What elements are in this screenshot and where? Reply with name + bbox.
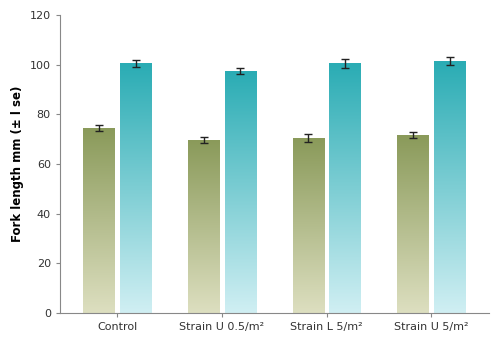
Y-axis label: Fork length mm (± l se): Fork length mm (± l se) — [11, 86, 24, 242]
